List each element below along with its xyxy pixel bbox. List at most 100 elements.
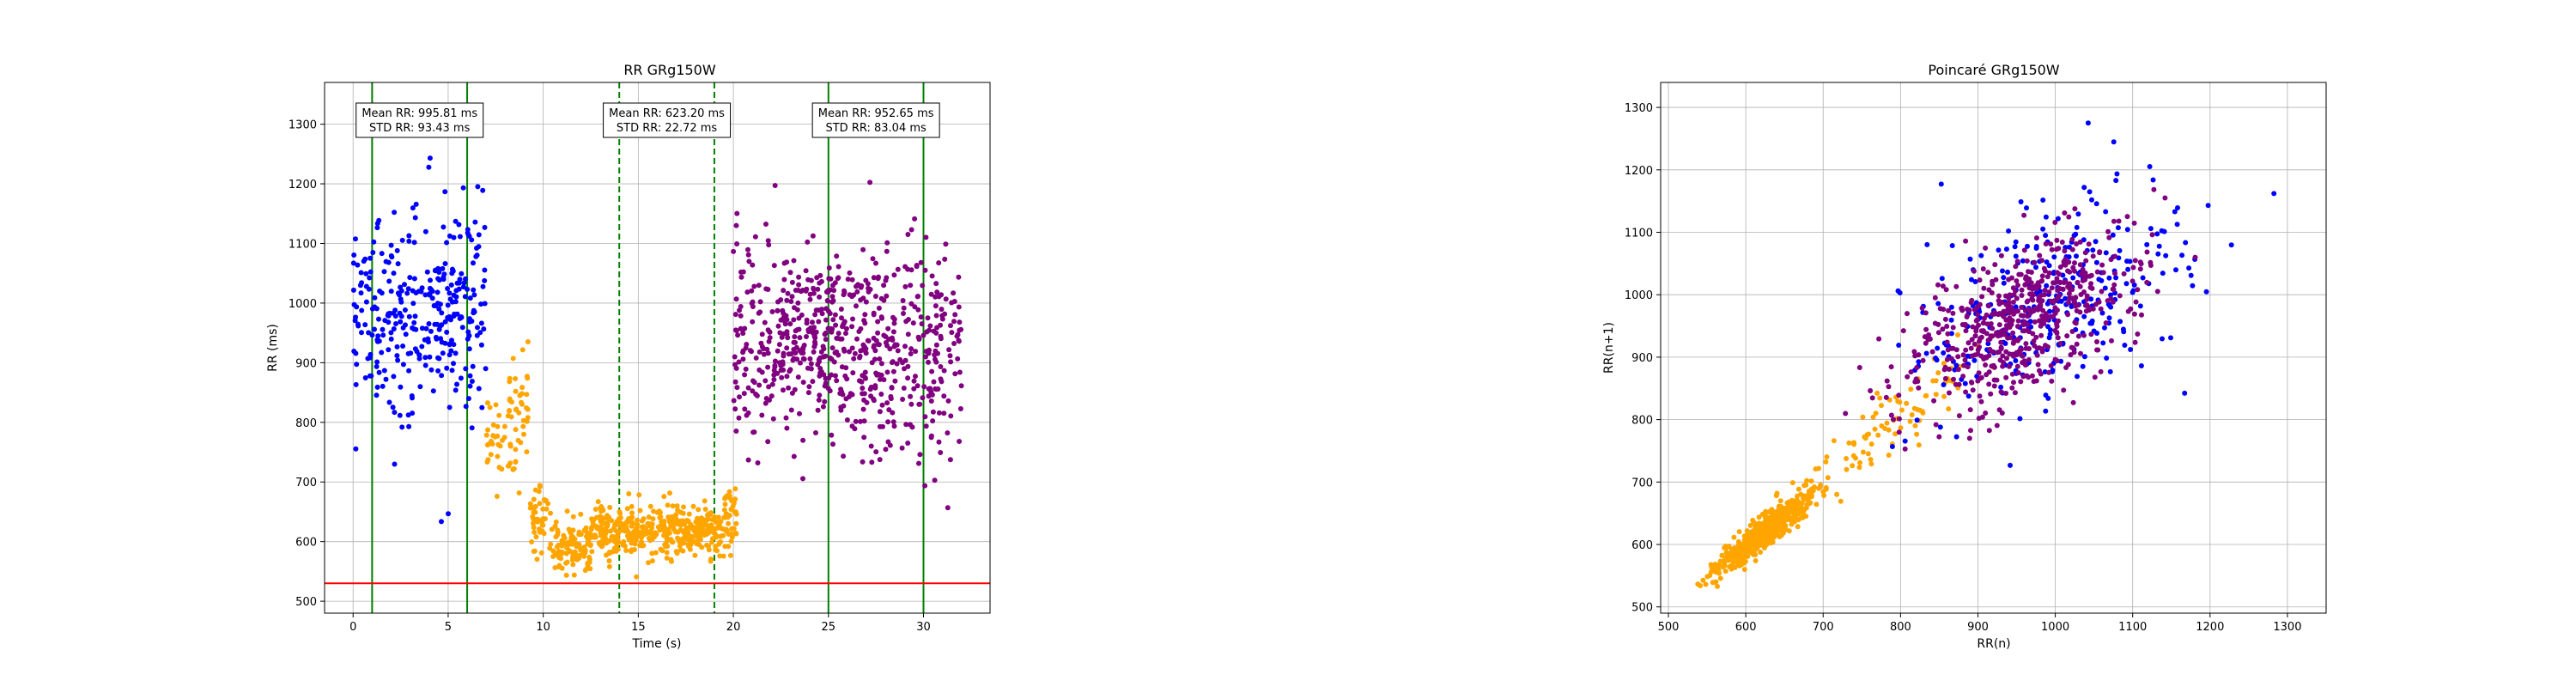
rr-point bbox=[428, 287, 434, 293]
rr-point bbox=[849, 294, 855, 300]
rr-point bbox=[602, 526, 608, 532]
rr-point bbox=[853, 418, 859, 424]
poincare-point bbox=[1975, 378, 1981, 384]
rr-point bbox=[490, 433, 496, 439]
rr-point bbox=[410, 325, 416, 331]
rr-point bbox=[433, 334, 439, 340]
rr-point bbox=[649, 550, 655, 556]
poincare-point bbox=[1778, 532, 1784, 538]
poincare-point bbox=[1716, 567, 1722, 573]
poincare-point bbox=[1747, 522, 1753, 528]
poincare-point bbox=[1968, 345, 1974, 351]
rr-point bbox=[762, 378, 769, 384]
rr-point bbox=[458, 375, 464, 381]
rr-point bbox=[410, 205, 416, 211]
rr-point bbox=[713, 544, 719, 550]
rr-point bbox=[750, 388, 756, 394]
rr-point bbox=[681, 504, 686, 510]
poincare-point bbox=[2095, 347, 2101, 353]
rr-point bbox=[876, 342, 882, 348]
poincare-point bbox=[1944, 356, 1950, 362]
poincare-point bbox=[1988, 321, 1994, 326]
poincare-point bbox=[2087, 273, 2093, 279]
rr-point bbox=[466, 346, 472, 352]
rr-point bbox=[614, 519, 620, 525]
poincare-point bbox=[2003, 246, 2009, 252]
rr-point bbox=[742, 372, 748, 378]
rr-point bbox=[854, 336, 860, 342]
rr-point bbox=[860, 347, 866, 353]
poincare-point bbox=[1941, 382, 1947, 387]
poincare-point bbox=[2007, 363, 2012, 369]
poincare-point bbox=[1731, 559, 1737, 565]
poincare-point bbox=[2082, 250, 2088, 256]
rr-point bbox=[846, 394, 852, 399]
rr-point bbox=[835, 352, 841, 358]
rr-point bbox=[956, 304, 962, 310]
rr-point bbox=[771, 368, 777, 374]
rr-point bbox=[386, 313, 392, 319]
poincare-point bbox=[1939, 276, 1945, 282]
rr-point bbox=[531, 509, 537, 515]
rr-point bbox=[825, 325, 831, 331]
poincare-point bbox=[1944, 324, 1950, 329]
poincare-point bbox=[1793, 510, 1799, 516]
rr-point bbox=[616, 539, 622, 545]
poincare-point bbox=[2032, 343, 2038, 349]
poincare-point bbox=[2078, 292, 2084, 297]
rr-point bbox=[933, 294, 939, 300]
rr-point bbox=[678, 540, 684, 546]
poincare-point bbox=[2069, 246, 2075, 252]
poincare-point bbox=[2108, 292, 2113, 298]
rr-point bbox=[868, 393, 874, 399]
rr-point bbox=[459, 271, 465, 277]
rr-point bbox=[465, 396, 471, 402]
poincare-point bbox=[1953, 434, 1959, 440]
rr-point bbox=[358, 290, 364, 296]
rr-point bbox=[520, 423, 526, 429]
rr-point bbox=[399, 424, 405, 430]
rr-point bbox=[905, 441, 911, 446]
rr-point bbox=[394, 247, 400, 253]
rr-point bbox=[667, 490, 672, 496]
poincare-point bbox=[1753, 527, 1759, 533]
rr-point bbox=[938, 364, 944, 369]
rr-point bbox=[467, 295, 473, 301]
poincare-point bbox=[1923, 326, 1929, 332]
rr-point bbox=[376, 217, 382, 223]
rr-point bbox=[463, 366, 469, 372]
rr-point bbox=[817, 392, 823, 398]
poincare-point bbox=[2001, 360, 2006, 365]
poincare-point bbox=[1937, 306, 1943, 312]
poincare-point bbox=[1996, 333, 2002, 339]
poincare-point bbox=[1700, 577, 1706, 583]
rr-point bbox=[788, 299, 794, 304]
rr-point bbox=[749, 301, 755, 307]
rr-point bbox=[845, 277, 851, 283]
poincare-point bbox=[2022, 282, 2028, 288]
poincare-point bbox=[2002, 341, 2008, 346]
poincare-point bbox=[1966, 435, 1972, 441]
poincare-point bbox=[2099, 262, 2105, 268]
poincare-point bbox=[1926, 335, 1932, 341]
rr-point bbox=[374, 359, 380, 365]
poincare-point bbox=[2001, 280, 2007, 286]
rr-point bbox=[465, 232, 471, 238]
poincare-point bbox=[2160, 271, 2166, 277]
rr-point bbox=[900, 397, 906, 402]
rr-point bbox=[367, 355, 373, 361]
rr-point bbox=[646, 514, 652, 520]
rr-point bbox=[549, 526, 555, 532]
rr-point bbox=[720, 553, 726, 559]
poincare-point bbox=[2149, 232, 2155, 238]
poincare-point bbox=[1976, 416, 1982, 422]
rr-point bbox=[539, 522, 545, 528]
rr-point bbox=[359, 330, 364, 336]
poincare-point bbox=[2188, 272, 2194, 278]
poincare-point bbox=[2020, 374, 2026, 380]
rr-stats-box-frame bbox=[603, 102, 732, 138]
rr-point bbox=[669, 558, 674, 564]
rr-point bbox=[410, 395, 415, 401]
rr-point bbox=[411, 319, 417, 325]
rr-point bbox=[871, 310, 877, 316]
